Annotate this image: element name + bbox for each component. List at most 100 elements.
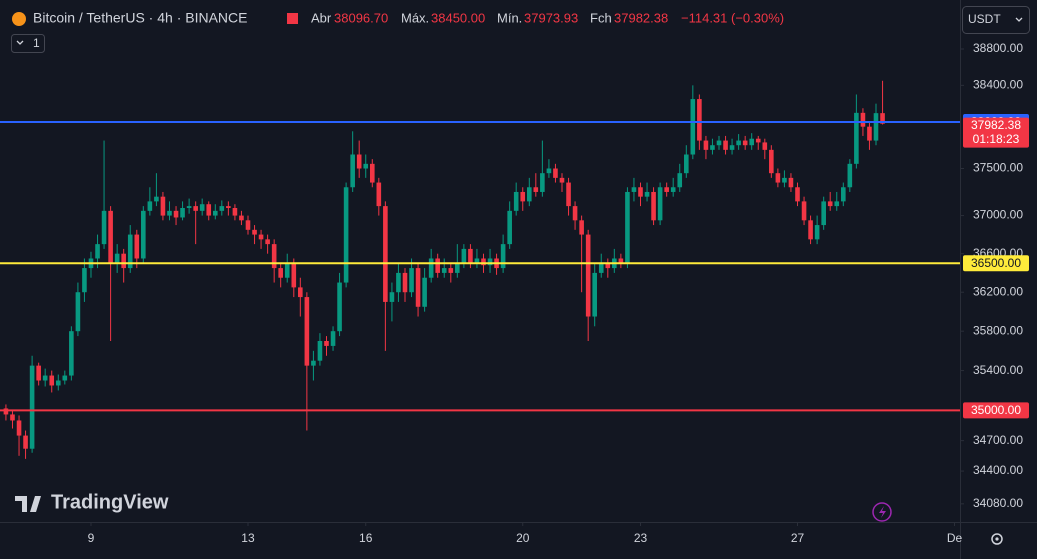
y-tick-label: 38400.00 xyxy=(973,78,1023,92)
alert-icon[interactable] xyxy=(872,502,892,522)
x-tick-label: 23 xyxy=(634,531,648,545)
candle-body xyxy=(625,191,630,264)
symbol-title[interactable]: Bitcoin / TetherUS · 4h · BINANCE xyxy=(33,10,247,26)
candle-body xyxy=(265,239,270,245)
candle-body xyxy=(867,126,872,141)
candle-body xyxy=(441,268,447,273)
candle-body xyxy=(173,210,179,218)
y-tick-label: 35400.00 xyxy=(973,363,1023,377)
candle-body xyxy=(330,331,336,346)
x-tick-label: 20 xyxy=(516,531,530,545)
candle-body xyxy=(134,234,140,259)
candle-body xyxy=(873,113,879,141)
candle-body xyxy=(324,340,329,346)
candle-body xyxy=(239,215,244,221)
indicators-count: 1 xyxy=(33,36,40,50)
candle-body xyxy=(95,244,100,259)
candle-body xyxy=(775,173,781,183)
candle-body xyxy=(356,154,362,169)
plot-area xyxy=(0,80,960,459)
candle-body xyxy=(716,140,722,146)
candle-body xyxy=(23,435,28,449)
candle-body xyxy=(193,206,198,211)
ohlc-label: Abr xyxy=(311,10,332,25)
ohlc-value: 38450.00 xyxy=(431,10,485,25)
ohlc-label: Fch xyxy=(590,10,612,25)
candle-body xyxy=(55,380,61,386)
candle-body xyxy=(827,201,833,207)
candle-body xyxy=(62,375,68,381)
candle-body xyxy=(3,408,9,415)
candle-body xyxy=(75,292,81,332)
y-tick-label: 37000.00 xyxy=(973,208,1023,222)
candle-body xyxy=(206,204,212,216)
candle-body xyxy=(317,340,323,361)
currency-select[interactable] xyxy=(962,6,1030,34)
candle-body xyxy=(36,365,41,381)
settings-icon[interactable] xyxy=(991,533,1003,545)
candle-body xyxy=(402,272,408,293)
x-tick-label: 16 xyxy=(359,531,373,545)
last-price-box xyxy=(963,117,1029,148)
candle-body xyxy=(278,268,283,278)
candle-body xyxy=(245,220,251,230)
x-tick-label: 9 xyxy=(88,531,95,545)
candle-body xyxy=(847,163,853,188)
ohlc-label: Máx. xyxy=(401,10,429,25)
candle-body xyxy=(167,210,172,216)
price-label: 35000.00 xyxy=(971,403,1021,417)
x-tick-label: De xyxy=(947,531,963,545)
candle-body xyxy=(533,187,539,192)
candle-body xyxy=(631,187,637,192)
candle-body xyxy=(311,360,316,366)
candle-body xyxy=(154,196,159,202)
candle-body xyxy=(337,282,342,332)
candle-body xyxy=(710,145,715,150)
ohlc-value: 38096.70 xyxy=(334,10,388,25)
candle-body xyxy=(540,173,545,192)
candle-body xyxy=(212,210,218,216)
logo-text: TradingView xyxy=(51,491,169,513)
indicators-toggle[interactable] xyxy=(11,34,45,53)
candle-body xyxy=(428,258,434,278)
candle-body xyxy=(42,375,48,381)
candle-body xyxy=(369,163,375,183)
candle-body xyxy=(657,187,663,221)
y-tick-label: 34700.00 xyxy=(973,433,1023,447)
candle-body xyxy=(226,206,231,209)
candle-body xyxy=(782,177,787,183)
candle-body xyxy=(69,331,74,376)
candle-body xyxy=(664,187,669,192)
candle-body xyxy=(108,210,113,264)
candle-body xyxy=(186,206,192,209)
candle-body xyxy=(729,145,735,150)
market-status xyxy=(287,13,298,24)
candle-body xyxy=(572,206,578,221)
currency-label: USDT xyxy=(968,12,1001,26)
candle-body xyxy=(304,297,310,366)
candle-body xyxy=(795,187,800,202)
price-label-box xyxy=(963,402,1029,419)
logo-mark xyxy=(15,496,41,512)
bolt xyxy=(879,506,886,518)
y-tick-label: 36200.00 xyxy=(973,284,1023,298)
candle-body xyxy=(474,258,480,264)
y-tick-label: 34080.00 xyxy=(973,496,1023,510)
candle-body xyxy=(546,168,552,174)
countdown-label: 01:18:23 xyxy=(973,132,1020,146)
candle-body xyxy=(468,248,473,264)
candle-body xyxy=(697,99,702,141)
chevron xyxy=(1015,17,1023,22)
ohlc-label: Mín. xyxy=(497,10,522,25)
y-tick-label: 37500.00 xyxy=(973,161,1023,175)
candle-body xyxy=(526,187,532,202)
chevron xyxy=(16,40,24,45)
candle-body xyxy=(101,210,107,245)
candle-body xyxy=(559,177,565,183)
candle-body xyxy=(258,234,264,240)
candle-body xyxy=(252,229,257,235)
candle-body xyxy=(690,99,696,155)
candle-body xyxy=(566,182,571,207)
